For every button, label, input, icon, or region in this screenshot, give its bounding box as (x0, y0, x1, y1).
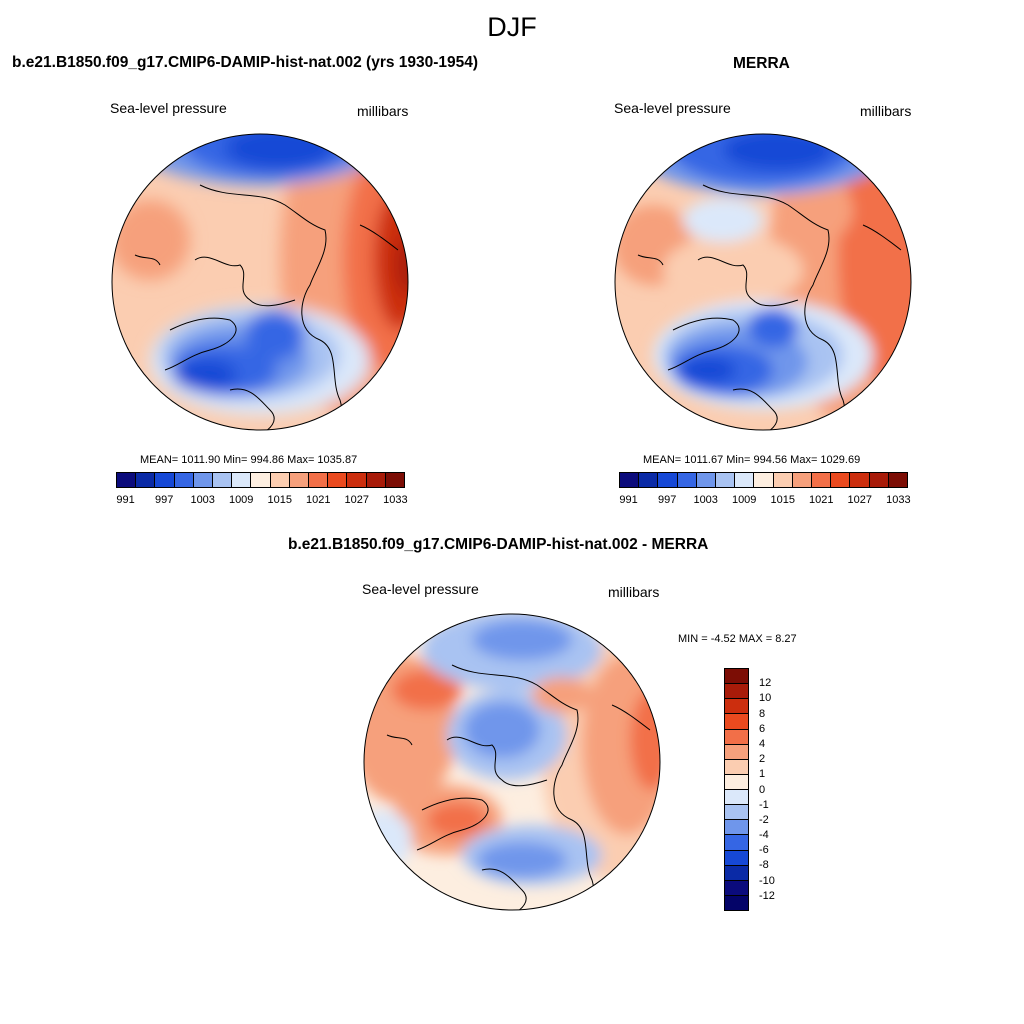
variable-label-merra: Sea-level pressure (614, 100, 731, 116)
colorbar-swatch (135, 473, 155, 487)
colorbar-swatch (734, 473, 754, 487)
colorbar-swatch (327, 473, 347, 487)
colorbar-tick-label: 0 (759, 783, 766, 796)
colorbar-swatch (212, 473, 232, 487)
colorbar-tick-label: 1033 (383, 494, 408, 506)
colorbar-difference (724, 668, 749, 911)
colorbar-swatch (725, 773, 748, 789)
colorbar-swatch (725, 683, 748, 699)
polar-map-model (111, 133, 409, 431)
colorbar-tick-label: -10 (759, 874, 775, 887)
colorbar-swatch (117, 473, 136, 487)
colorbar-swatch (725, 819, 748, 835)
colorbar-tick-label: 997 (155, 494, 174, 506)
colorbar-merra (619, 472, 908, 488)
colorbar-swatch (725, 758, 748, 774)
colorbar-swatch (620, 473, 639, 487)
colorbar-tick-label: 1015 (267, 494, 293, 506)
units-label-merra: millibars (860, 103, 912, 119)
colorbar-tick-label: 1009 (228, 494, 254, 506)
colorbar-swatch (725, 698, 748, 714)
colorbar-swatch (725, 804, 748, 820)
colorbar-swatch (791, 473, 812, 487)
colorbar-tick-label: 12 (759, 677, 772, 690)
colorbar-tick-label: -1 (759, 798, 769, 811)
colorbar-swatch (725, 743, 748, 759)
colorbar-tick-label: 991 (116, 494, 135, 506)
colorbar-swatch (849, 473, 869, 487)
colorbar-swatch (250, 473, 270, 487)
polar-map-merra (614, 133, 912, 431)
colorbar-tick-label: 1021 (809, 494, 834, 506)
colorbar-swatch (192, 473, 213, 487)
colorbar-swatch (346, 473, 366, 487)
colorbar-tick-label: 1027 (847, 494, 873, 506)
colorbar-tick-label: 8 (759, 707, 766, 720)
colorbar-swatch (725, 864, 748, 880)
colorbar-swatch (365, 473, 385, 487)
colorbar-swatch (231, 473, 251, 487)
units-label-model: millibars (357, 103, 409, 119)
colorbar-swatch (772, 473, 792, 487)
colorbar-swatch (725, 849, 748, 865)
colorbar-swatch (725, 713, 748, 729)
colorbar-tick-label: 10 (759, 692, 772, 705)
colorbar-tick-label: 1015 (770, 494, 796, 506)
colorbar-swatch (384, 473, 405, 487)
colorbar-swatch (725, 669, 748, 684)
colorbar-tick-label: 1027 (344, 494, 370, 506)
colorbar-swatch (887, 473, 908, 487)
colorbar-swatch (638, 473, 658, 487)
colorbar-ticks-merra: 991 997 1003 1009 1015 1021 1027 1033 (619, 494, 911, 508)
colorbar-swatch (811, 473, 831, 487)
colorbar-swatch (725, 728, 748, 744)
colorbar-tick-label: 6 (759, 722, 766, 735)
colorbar-swatch (695, 473, 716, 487)
colorbar-tick-label: -6 (759, 844, 769, 857)
colorbar-tick-label: -8 (759, 859, 769, 872)
colorbar-swatch (725, 789, 748, 805)
colorbar-swatch (753, 473, 773, 487)
colorbar-ticks-difference: 12 10 8 6 4 2 1 0 -1 -2 -4 -6 -8 -10 -12 (759, 668, 789, 911)
colorbar-tick-label: 4 (759, 737, 766, 750)
colorbar-tick-label: -2 (759, 813, 769, 826)
colorbar-tick-label: 1 (759, 768, 766, 781)
colorbar-swatch (868, 473, 888, 487)
colorbar-swatch (725, 879, 748, 895)
colorbar-swatch (657, 473, 677, 487)
polar-map-difference (363, 613, 661, 911)
colorbar-swatch (288, 473, 309, 487)
colorbar-swatch (676, 473, 696, 487)
colorbar-tick-label: 1033 (886, 494, 911, 506)
colorbar-swatch (269, 473, 289, 487)
colorbar-ticks-model: 991 997 1003 1009 1015 1021 1027 1033 (116, 494, 408, 508)
panel-title-difference: b.e21.B1850.f09_g17.CMIP6-DAMIP-hist-nat… (288, 536, 709, 553)
colorbar-swatch (830, 473, 850, 487)
stats-model: MEAN= 1011.90 Min= 994.86 Max= 1035.87 (140, 454, 358, 466)
panel-title-merra: MERRA (733, 55, 790, 72)
colorbar-tick-label: 1003 (190, 494, 215, 506)
colorbar-tick-label: 1003 (693, 494, 718, 506)
colorbar-swatch (715, 473, 735, 487)
stats-difference: MIN = -4.52 MAX = 8.27 (678, 633, 797, 645)
colorbar-tick-label: 997 (658, 494, 677, 506)
colorbar-swatch (725, 894, 748, 910)
panel-title-model: b.e21.B1850.f09_g17.CMIP6-DAMIP-hist-nat… (12, 54, 479, 71)
colorbar-tick-label: -4 (759, 829, 769, 842)
colorbar-tick-label: 2 (759, 753, 766, 766)
colorbar-swatch (173, 473, 193, 487)
colorbar-swatch (154, 473, 174, 487)
variable-label-model: Sea-level pressure (110, 100, 227, 116)
colorbar-tick-label: 1009 (731, 494, 757, 506)
colorbar-swatch (725, 834, 748, 850)
colorbar-tick-label: 991 (619, 494, 638, 506)
figure-title: DJF (487, 12, 537, 42)
units-label-difference: millibars (608, 584, 660, 600)
colorbar-swatch (308, 473, 328, 487)
colorbar-model (116, 472, 405, 488)
variable-label-difference: Sea-level pressure (362, 581, 479, 597)
stats-merra: MEAN= 1011.67 Min= 994.56 Max= 1029.69 (643, 454, 861, 466)
colorbar-tick-label: -12 (759, 889, 775, 902)
colorbar-tick-label: 1021 (306, 494, 331, 506)
